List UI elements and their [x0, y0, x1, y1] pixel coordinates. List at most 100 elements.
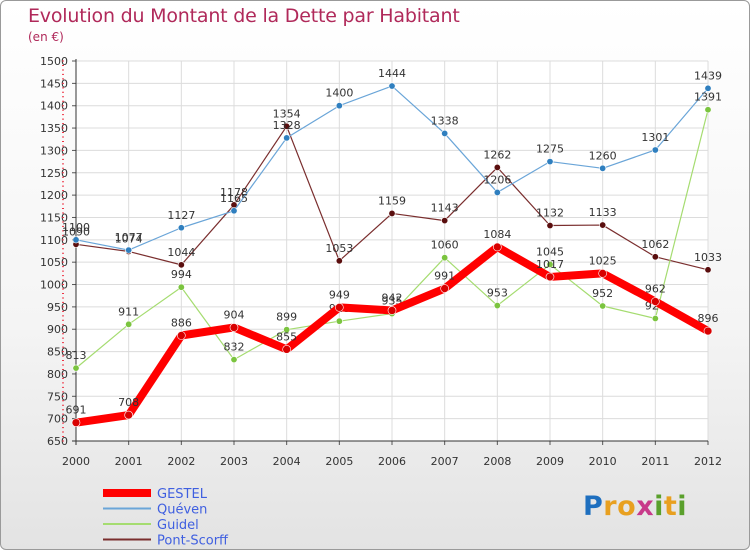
data-point: [72, 364, 80, 372]
data-point: [335, 317, 343, 325]
y-tick-label: 1450: [40, 77, 68, 90]
data-point: [177, 261, 185, 269]
data-label: 953: [487, 287, 508, 300]
data-label: 1301: [641, 131, 669, 144]
data-point: [388, 82, 396, 90]
data-label: 1033: [694, 251, 722, 264]
x-tick-label: 2003: [220, 455, 248, 468]
data-label: 1127: [167, 209, 195, 222]
data-point: [125, 246, 133, 254]
x-tick-label: 2000: [62, 455, 90, 468]
y-tick-label: 800: [47, 368, 68, 381]
chart-title: Evolution du Montant de la Dette par Hab…: [28, 5, 460, 27]
data-label: 813: [66, 349, 87, 362]
data-label: 1354: [273, 107, 301, 120]
data-point: [177, 331, 186, 340]
data-point: [125, 320, 133, 328]
data-label: 1143: [431, 202, 459, 215]
data-label: 1053: [325, 242, 353, 255]
data-point: [651, 146, 659, 154]
data-label: 886: [171, 316, 192, 329]
data-label: 1159: [378, 194, 406, 207]
data-label: 1328: [273, 119, 301, 132]
data-point: [282, 345, 291, 354]
y-tick-label: 1400: [40, 100, 68, 113]
data-point: [124, 410, 133, 420]
data-label: 1400: [325, 87, 353, 100]
data-point: [704, 84, 712, 92]
legend-label: Quéven: [157, 503, 207, 518]
y-tick-label: 950: [47, 301, 68, 314]
data-label: 1074: [115, 232, 143, 245]
data-point: [441, 217, 449, 225]
data-label: 991: [434, 270, 455, 283]
data-point: [440, 284, 449, 293]
data-point: [441, 129, 449, 137]
data-point: [335, 303, 344, 312]
data-point: [599, 221, 607, 229]
y-tick-label: 1250: [40, 167, 68, 180]
y-tick-label: 750: [47, 390, 68, 403]
data-point: [283, 122, 291, 130]
data-label: 855: [276, 330, 297, 343]
data-point: [71, 418, 81, 427]
legend-label: Guidel: [157, 518, 199, 533]
data-point: [651, 315, 659, 323]
series-gestel: 691 708 886 904 855 949 942 991 1084 1017 1025 962 8…: [66, 228, 719, 427]
data-point: [493, 242, 502, 252]
y-tick-label: 1350: [40, 122, 68, 135]
x-tick-label: 2008: [483, 455, 511, 468]
data-point: [387, 306, 397, 315]
data-point: [388, 209, 396, 217]
data-point: [229, 323, 239, 332]
data-point: [651, 297, 660, 306]
data-point: [651, 253, 659, 261]
data-point: [545, 272, 555, 282]
data-label: 1100: [62, 221, 90, 234]
y-tick-label: 850: [47, 346, 68, 359]
data-label: 1444: [378, 67, 406, 80]
data-label: 1133: [589, 206, 617, 219]
data-point: [283, 326, 291, 334]
data-label: 1260: [589, 149, 617, 162]
y-tick-label: 1100: [40, 234, 68, 247]
y-tick-label: 1150: [40, 211, 68, 224]
x-tick-label: 2004: [273, 455, 301, 468]
data-point: [599, 164, 607, 172]
series-qu-ven: 1100 1077 1127 1165 1328 1400 1444 1338 1206 1275…: [62, 67, 722, 254]
data-point: [177, 283, 185, 291]
x-tick-label: 2005: [325, 455, 353, 468]
data-label: 1044: [167, 246, 195, 259]
y-tick-label: 1500: [40, 55, 68, 68]
y-tick-label: 1000: [40, 279, 68, 292]
data-label: 896: [698, 312, 719, 325]
y-tick-label: 650: [47, 435, 68, 448]
data-point: [230, 356, 238, 364]
legend-label: GESTEL: [157, 487, 208, 502]
data-label: 708: [118, 396, 139, 409]
data-label: 942: [382, 291, 403, 304]
data-label: 832: [224, 341, 245, 354]
data-label: 1165: [220, 192, 248, 205]
data-label: 962: [645, 283, 666, 296]
data-label: 1025: [589, 254, 617, 267]
data-label: 691: [66, 404, 87, 417]
data-label: 1391: [694, 91, 722, 104]
data-label: 952: [592, 287, 613, 300]
data-label: 1262: [483, 148, 511, 161]
data-point: [598, 269, 607, 278]
data-point: [493, 163, 501, 171]
data-label: 1338: [431, 114, 459, 127]
x-tick-label: 2009: [536, 455, 564, 468]
y-tick-label: 1300: [40, 144, 68, 157]
data-point: [493, 188, 501, 196]
data-label: 1439: [694, 69, 722, 82]
data-label: 1132: [536, 207, 564, 220]
data-point: [546, 222, 554, 230]
y-tick-label: 900: [47, 323, 68, 336]
data-point: [704, 106, 712, 114]
y-tick-label: 1050: [40, 256, 68, 269]
data-point: [72, 236, 80, 244]
data-label: 1090: [62, 225, 90, 238]
data-point: [441, 254, 449, 262]
